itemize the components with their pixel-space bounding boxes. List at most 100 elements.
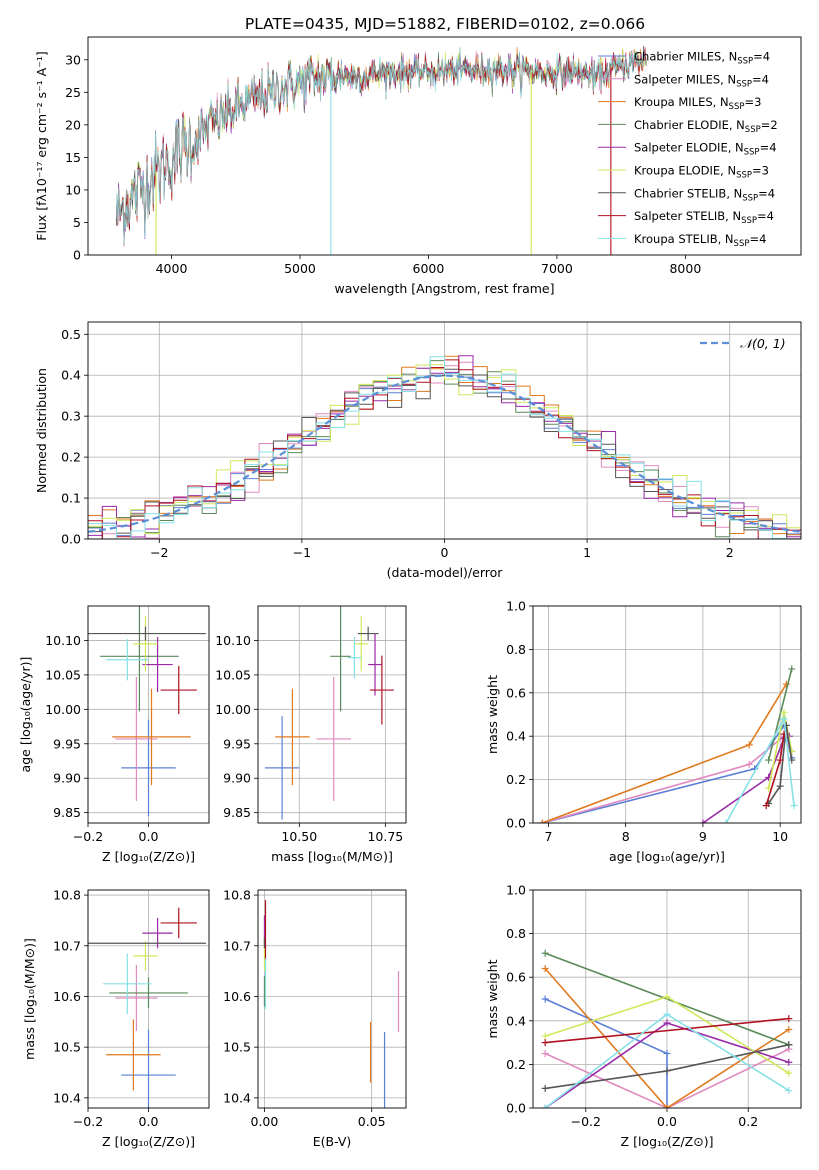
x-axis-label: Z [log₁₀(Z/Z⊙)] <box>102 1134 195 1149</box>
x-tick-label: 1 <box>583 545 591 560</box>
weight-marker <box>785 1069 793 1077</box>
figure-title: PLATE=0435, MJD=51882, FIBERID=0102, z=0… <box>245 15 645 33</box>
y-tick-label: 0.0 <box>61 532 81 547</box>
weight-marker <box>699 819 707 823</box>
y-tick-label: 10.8 <box>223 888 251 903</box>
y-tick-label: 9.90 <box>223 771 251 786</box>
legend-entry: Salpeter ELODIE, NSSP=4 <box>634 141 777 158</box>
legend-entry: Chabrier STELIB, NSSP=4 <box>634 186 775 203</box>
axes-age-vs-mass: 10.50 10.75 9.85 9.90 9.95 10.00 10.05 10.10 mas… <box>215 606 406 864</box>
plot-area <box>263 900 400 1108</box>
weight-line <box>544 967 790 1108</box>
plot-area <box>538 665 798 823</box>
plot-area <box>541 949 793 1108</box>
y-tick-label: 10.10 <box>215 633 251 648</box>
y-tick-label: 9.90 <box>53 771 81 786</box>
y-tick-label: 0.8 <box>506 926 526 941</box>
x-axis-label: wavelength [Angstrom, rest frame] <box>334 281 554 296</box>
weight-marker <box>541 949 549 957</box>
axes-frame <box>257 889 407 1109</box>
y-tick-label: 5 <box>73 215 81 230</box>
axes-frame <box>257 605 407 824</box>
y-tick-label: 10.7 <box>53 938 81 953</box>
weight-line <box>544 1048 790 1108</box>
y-tick-label: 0.1 <box>61 491 81 506</box>
x-tick-label: 0.0 <box>657 1114 677 1129</box>
plot-area <box>115 45 647 255</box>
axes-frame <box>532 605 802 824</box>
x-tick-label: 9 <box>699 829 707 844</box>
x-tick-label: 10.75 <box>367 829 403 844</box>
x-tick-label: 0.00 <box>251 1114 279 1129</box>
y-tick-label: 10.00 <box>45 702 81 717</box>
x-axis-label: (data-model)/error <box>387 565 504 580</box>
x-tick-label: 0.0 <box>139 1114 159 1129</box>
y-axis-label: mass [log₁₀(M/M⊙)] <box>22 938 37 1060</box>
weight-marker <box>541 1050 549 1057</box>
spectrum-line <box>115 46 647 245</box>
x-axis-label: Z [log₁₀(Z/Z⊙)] <box>102 849 195 864</box>
y-tick-label: 9.95 <box>223 736 251 751</box>
weight-marker <box>663 1104 671 1108</box>
x-tick-label: 0 <box>441 545 449 560</box>
x-tick-label: −0.2 <box>73 1114 103 1129</box>
y-tick-label: 9.85 <box>53 805 81 820</box>
plot-area <box>264 606 394 820</box>
y-tick-label: 10.4 <box>53 1090 81 1105</box>
y-tick-label: 10.7 <box>223 938 251 953</box>
weight-line <box>544 998 668 1108</box>
y-tick-label: 1.0 <box>506 883 526 898</box>
legend-entry: Kroupa MILES, NSSP=3 <box>634 95 761 112</box>
weight-marker <box>541 1032 549 1040</box>
y-tick-label: 10.05 <box>215 667 251 682</box>
weight-marker <box>663 1050 671 1057</box>
x-axis-label: Z [log₁₀(Z/Z⊙)] <box>621 1134 714 1149</box>
y-tick-label: 0.8 <box>506 642 526 657</box>
axes-age-vs-Z: −0.2 0.0 9.85 9.90 9.95 10.00 10.05 10.10 Z [log… <box>18 606 209 864</box>
axes-mass-vs-ebv: 0.00 0.05 10.4 10.5 10.6 10.7 10.8 E(B-V) <box>223 888 406 1149</box>
x-tick-label: 8 <box>622 829 630 844</box>
chart-panels: 4000 5000 6000 7000 8000051015202530waveleng… <box>18 36 802 1149</box>
y-axis-label: age [log₁₀(age/yr)] <box>18 657 33 773</box>
plot-area <box>88 606 206 817</box>
y-tick-label: 10.5 <box>53 1040 81 1055</box>
legend-entry: 𝒩(0, 1) <box>740 336 786 351</box>
weight-marker <box>541 964 549 972</box>
weight-line <box>767 668 793 761</box>
weight-marker <box>541 1039 549 1047</box>
weight-marker <box>722 819 730 823</box>
weight-line <box>767 725 793 804</box>
axes-weight-vs-Z: −0.2 0.0 0.2 0.0 0.2 0.4 0.6 0.8 1.0 Z [log₁₀(Z/Z… <box>485 883 801 1149</box>
residual-histogram-step <box>88 356 801 539</box>
y-tick-label: 10.5 <box>223 1040 251 1055</box>
y-tick-label: 0 <box>73 248 81 263</box>
axes-frame <box>87 321 802 540</box>
weight-marker <box>785 1026 793 1034</box>
legend-entry: Chabrier ELODIE, NSSP=2 <box>634 118 778 135</box>
normal-reference-curve <box>88 374 801 533</box>
x-tick-label: −2 <box>150 545 168 560</box>
weight-marker <box>538 819 546 823</box>
legend-entry: Chabrier MILES, NSSP=4 <box>634 50 770 67</box>
y-tick-label: 0.4 <box>506 1013 526 1028</box>
y-tick-label: 0.0 <box>506 816 526 831</box>
weight-marker <box>745 760 753 768</box>
y-tick-label: 0.2 <box>506 1057 526 1072</box>
x-tick-label: 2 <box>726 545 734 560</box>
weight-marker <box>745 741 753 749</box>
y-tick-label: 0.2 <box>61 450 81 465</box>
x-tick-label: 8000 <box>669 261 701 276</box>
y-tick-label: 30 <box>65 52 81 67</box>
y-axis-label: mass weight <box>485 675 500 754</box>
y-axis-label: Flux [fλ10⁻¹⁷ erg cm⁻² s⁻¹ A⁻¹] <box>34 51 49 240</box>
weight-marker <box>780 715 788 723</box>
x-tick-label: 7000 <box>541 261 573 276</box>
legend-entry: Salpeter STELIB, NSSP=4 <box>634 209 774 226</box>
plot-area <box>88 907 206 1108</box>
x-tick-label: 0.05 <box>358 1114 386 1129</box>
x-axis-label: age [log₁₀(age/yr)] <box>609 849 725 864</box>
legend: Chabrier MILES, NSSP=4 Salpeter MILES, NS… <box>598 50 778 249</box>
x-tick-label: −0.2 <box>73 829 103 844</box>
y-tick-label: 0.0 <box>506 1101 526 1116</box>
